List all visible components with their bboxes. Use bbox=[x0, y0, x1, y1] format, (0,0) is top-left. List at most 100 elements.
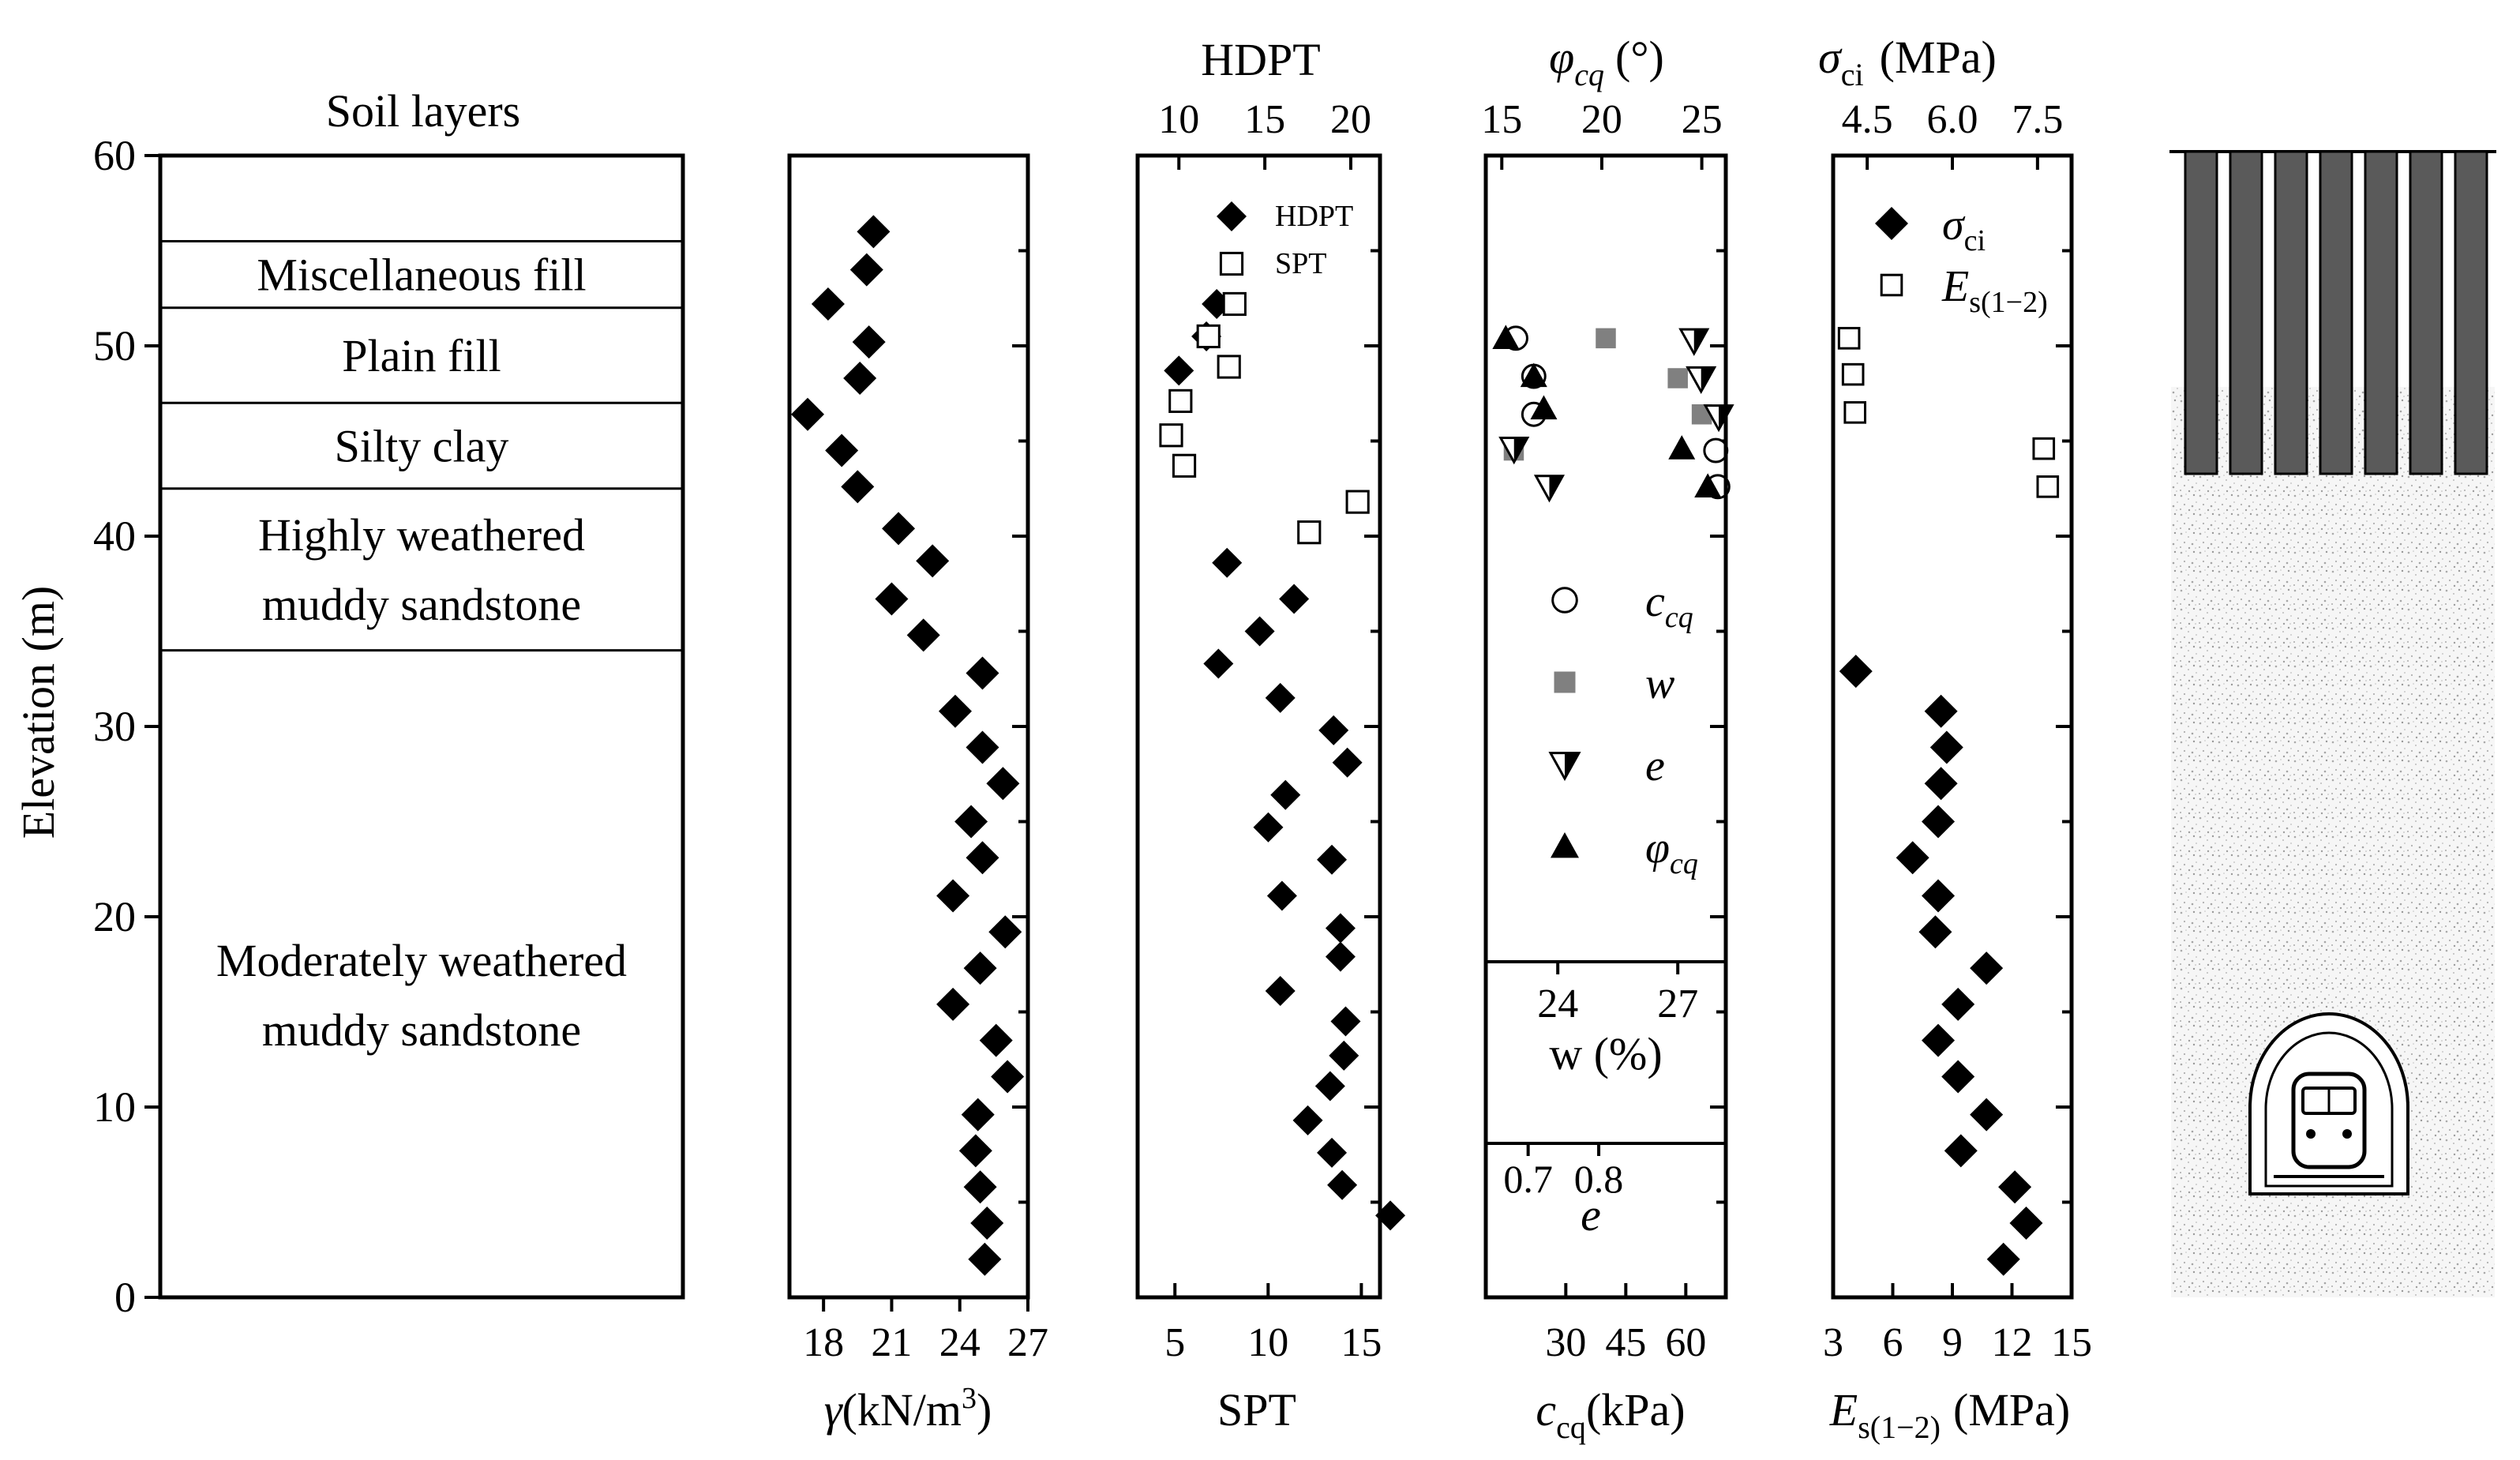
sigma-panel-point bbox=[1841, 362, 1865, 386]
sigma-panel-point bbox=[1922, 879, 1956, 913]
strength-point-φcq bbox=[1668, 435, 1696, 460]
gamma-point bbox=[988, 915, 1022, 949]
spt-point bbox=[1196, 324, 1221, 349]
gamma-x-tick-label: 24 bbox=[939, 1320, 981, 1365]
gamma-point bbox=[811, 287, 845, 321]
spt-tick-label: 15 bbox=[1341, 1320, 1382, 1365]
train-headlight-icon bbox=[2342, 1129, 2352, 1139]
pile bbox=[2409, 150, 2443, 475]
hdpt-point bbox=[1253, 812, 1284, 843]
panel-strength-parameters: φcq (°) ccq(kPa) 24 27w (%)0.7 0.8e 30 45 601… bbox=[1481, 32, 1734, 1445]
train-headlight-icon bbox=[2306, 1129, 2316, 1139]
legend-marker-spt bbox=[1219, 251, 1244, 276]
sigma-panel-point bbox=[2032, 437, 2056, 460]
strength-point-ccq bbox=[1703, 437, 1729, 464]
gamma-point bbox=[966, 730, 999, 764]
w-tick-label: 27 bbox=[1657, 981, 1698, 1027]
legend-marker-σ bbox=[1875, 207, 1908, 240]
hdpt-tick-label: 15 bbox=[1244, 97, 1285, 142]
hdpt-point bbox=[1329, 1040, 1359, 1071]
hdpt-point bbox=[1317, 1137, 1348, 1168]
gamma-point bbox=[968, 1242, 1002, 1276]
gamma-point bbox=[966, 656, 999, 690]
gamma-x-tick-label: 21 bbox=[871, 1320, 912, 1365]
spt-point bbox=[1159, 423, 1183, 448]
gamma-point bbox=[841, 470, 875, 504]
e-tick-label: 0.7 bbox=[1503, 1157, 1553, 1201]
layer-label: Plain fill bbox=[342, 330, 501, 381]
sigma-panel-point bbox=[1944, 1134, 1978, 1168]
pile bbox=[2274, 150, 2308, 475]
panel-unit-weight: 18 21 24 27 γ(kN/m3) bbox=[787, 153, 1048, 1436]
strength-frame bbox=[1483, 153, 1728, 1300]
spt-point bbox=[1222, 291, 1247, 317]
pile bbox=[2319, 150, 2353, 475]
sigma-panel-point bbox=[1837, 327, 1861, 350]
legend-label-e: e bbox=[1645, 741, 1665, 790]
spt-point bbox=[1217, 355, 1241, 379]
hdpt-point bbox=[1279, 584, 1310, 614]
hdpt-point bbox=[1317, 844, 1348, 875]
strength-point-e-fill bbox=[1693, 329, 1708, 354]
legend-marker-hdpt bbox=[1217, 201, 1247, 231]
gamma-point bbox=[979, 1023, 1013, 1057]
sigma-panel-point bbox=[1843, 401, 1866, 424]
gamma-point bbox=[916, 544, 950, 578]
ccq-tick-label: 60 bbox=[1665, 1320, 1706, 1365]
strength-point-φcq bbox=[1694, 473, 1722, 497]
gamma-point bbox=[961, 1098, 995, 1132]
sigma-panel-point bbox=[1941, 1060, 1975, 1094]
sigma-panel-point bbox=[1922, 1023, 1956, 1057]
phi-tick-label: 25 bbox=[1682, 97, 1723, 142]
elevation-axis-label: Elevation (m) bbox=[13, 586, 64, 839]
gamma-point bbox=[875, 582, 909, 616]
soil-layers-frame bbox=[158, 153, 685, 1300]
hdpt-point bbox=[1325, 941, 1356, 972]
hdpt-point bbox=[1330, 1006, 1361, 1037]
hdpt-point bbox=[1318, 715, 1349, 745]
unit-weight-frame bbox=[787, 153, 1030, 1300]
hdpt-tick-label: 10 bbox=[1158, 97, 1199, 142]
sigma-frame bbox=[1831, 153, 2074, 1300]
spt-point bbox=[1168, 388, 1193, 413]
gamma-point bbox=[882, 512, 916, 546]
elevation-tick-label: 20 bbox=[93, 893, 136, 940]
legend-label-e: Es(1−2) bbox=[1941, 262, 2048, 319]
legend-label-spt: SPT bbox=[1275, 247, 1326, 280]
pile bbox=[2364, 150, 2398, 475]
hdpt-point bbox=[1325, 913, 1356, 944]
sigma-panel-point bbox=[1986, 1242, 2020, 1276]
gamma-point bbox=[966, 841, 999, 875]
elevation-tick-label: 0 bbox=[114, 1274, 136, 1321]
layer-label: Silty clay bbox=[335, 421, 509, 472]
w-tick-label: 24 bbox=[1537, 981, 1578, 1027]
phi-axis-title: φcq (°) bbox=[1549, 32, 1664, 92]
hdpt-point bbox=[1314, 1071, 1345, 1102]
sigma-panel-point bbox=[1929, 730, 1963, 764]
hdpt-point bbox=[1332, 747, 1363, 778]
sigma-panel-point bbox=[1970, 1098, 2004, 1132]
layer-label: Highly weathered bbox=[258, 509, 585, 561]
legend-label-w: w bbox=[1645, 659, 1674, 708]
spt-point bbox=[1172, 453, 1197, 478]
pile-tunnel-schematic bbox=[2169, 150, 2496, 1297]
sigma-panel-point bbox=[1941, 987, 1975, 1021]
hdpt-point bbox=[1265, 682, 1296, 713]
gamma-point bbox=[849, 253, 883, 287]
modulus-tick-label: 3 bbox=[1823, 1320, 1843, 1365]
hdpt-point bbox=[1203, 648, 1234, 679]
sigma-panel-point bbox=[1924, 694, 1958, 728]
panel-soil-layers: Soil layers Elevation (m) 0102030405060 … bbox=[13, 85, 685, 1321]
phi-tick-label: 20 bbox=[1581, 97, 1622, 142]
e-tick-label: 0.8 bbox=[1574, 1157, 1624, 1201]
pile bbox=[2184, 150, 2218, 475]
gamma-point bbox=[791, 397, 825, 431]
ccq-tick-label: 45 bbox=[1605, 1320, 1646, 1365]
sigma-panel-point bbox=[1922, 805, 1956, 839]
hdpt-point bbox=[1244, 616, 1275, 647]
gamma-point bbox=[986, 767, 1020, 801]
sigma-axis-title: σci (MPa) bbox=[1818, 32, 1997, 92]
sigma-tick-label: 4.5 bbox=[1842, 97, 1893, 142]
modulus-tick-label: 6 bbox=[1883, 1320, 1903, 1365]
